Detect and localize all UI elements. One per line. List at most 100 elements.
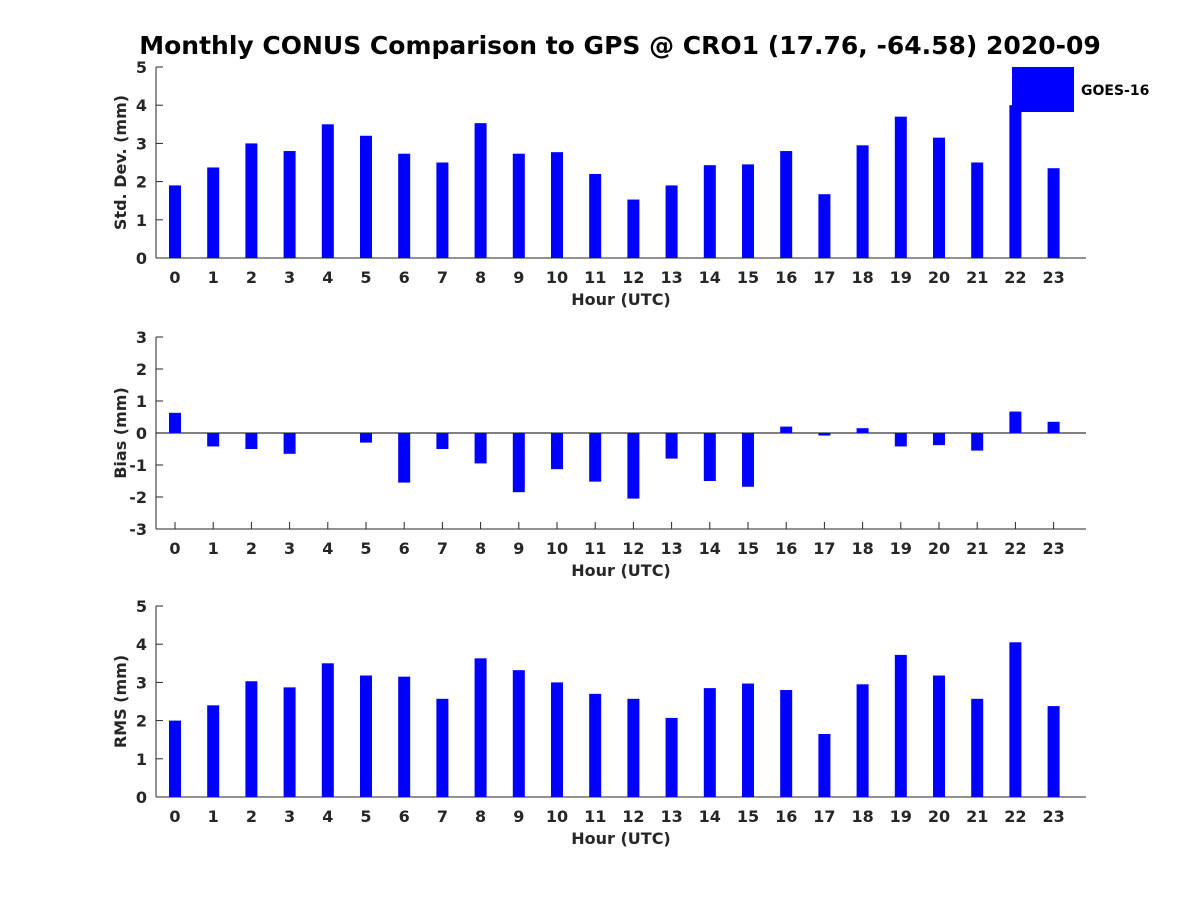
x-tick-label: 16	[775, 539, 797, 558]
y-tick-label: -2	[129, 488, 147, 507]
x-tick-label: 19	[890, 539, 912, 558]
x-tick-label: 6	[399, 539, 410, 558]
bar	[512, 670, 525, 797]
x-tick-label: 1	[208, 807, 219, 826]
bar	[894, 116, 907, 258]
y-axis-label: RMS (mm)	[111, 655, 130, 748]
x-tick-label: 0	[169, 539, 180, 558]
bar	[512, 153, 525, 258]
legend-swatch	[1012, 67, 1074, 112]
x-tick-label: 10	[546, 268, 568, 287]
bar	[169, 185, 181, 258]
x-tick-label: 23	[1042, 268, 1064, 287]
x-tick-label: 10	[546, 807, 568, 826]
x-tick-label: 22	[1004, 268, 1026, 287]
y-tick-label: 5	[136, 58, 147, 77]
y-axis-label: Std. Dev. (mm)	[111, 95, 130, 230]
x-tick-label: 5	[360, 807, 371, 826]
x-tick-label: 18	[851, 268, 873, 287]
bar	[665, 185, 678, 258]
x-tick-label: 3	[284, 807, 295, 826]
bar	[742, 164, 754, 258]
bar	[780, 426, 793, 433]
x-tick-label: 1	[208, 268, 219, 287]
bar	[245, 433, 258, 449]
y-tick-label: 3	[136, 134, 147, 153]
x-tick-label: 14	[699, 268, 721, 287]
bar	[665, 717, 678, 797]
bar	[971, 433, 984, 451]
x-tick-label: 11	[584, 807, 606, 826]
x-tick-label: 13	[660, 807, 682, 826]
bar	[971, 162, 984, 258]
y-tick-label: 4	[136, 635, 147, 654]
bar	[245, 681, 258, 797]
x-tick-label: 13	[660, 539, 682, 558]
bar	[398, 676, 411, 797]
x-tick-label: 21	[966, 807, 988, 826]
y-tick-label: -3	[129, 520, 147, 539]
x-tick-label: 12	[622, 807, 644, 826]
y-tick-label: 3	[136, 673, 147, 692]
x-tick-label: 3	[284, 268, 295, 287]
bar	[360, 433, 372, 443]
x-tick-label: 4	[322, 807, 333, 826]
bar	[207, 167, 220, 258]
bar	[856, 428, 869, 433]
bar	[933, 675, 945, 797]
x-tick-label: 3	[284, 539, 295, 558]
legend-label: GOES-16	[1081, 83, 1149, 99]
bar	[589, 433, 602, 482]
x-tick-label: 12	[622, 539, 644, 558]
bar	[1047, 421, 1060, 433]
bar	[436, 162, 449, 258]
y-tick-label: 5	[136, 597, 147, 616]
bar	[627, 433, 640, 499]
bar	[818, 194, 831, 258]
x-tick-label: 20	[928, 268, 950, 287]
bar	[321, 124, 334, 258]
x-tick-label: 21	[966, 539, 988, 558]
bar	[1009, 411, 1022, 433]
x-tick-label: 12	[622, 268, 644, 287]
x-tick-label: 5	[360, 268, 371, 287]
x-tick-label: 18	[851, 539, 873, 558]
bar	[627, 698, 640, 797]
y-tick-label: -1	[129, 456, 147, 475]
legend: GOES-16	[1012, 67, 1149, 112]
bar	[245, 143, 258, 258]
x-tick-label: 4	[322, 268, 333, 287]
bar	[207, 705, 220, 797]
bar	[551, 152, 563, 258]
bar	[933, 137, 945, 258]
y-tick-label: 0	[136, 249, 147, 268]
x-tick-label: 20	[928, 539, 950, 558]
bar	[360, 675, 372, 797]
bar	[818, 733, 831, 797]
x-tick-label: 7	[437, 807, 448, 826]
x-tick-label: 0	[169, 268, 180, 287]
bar	[933, 433, 945, 446]
x-tick-label: 21	[966, 268, 988, 287]
y-tick-label: 3	[136, 328, 147, 347]
bar	[627, 199, 640, 258]
bar	[207, 433, 220, 447]
x-tick-label: 5	[360, 539, 371, 558]
bar	[398, 433, 411, 483]
x-tick-label: 15	[737, 807, 759, 826]
x-tick-label: 2	[246, 539, 257, 558]
x-tick-label: 1	[208, 539, 219, 558]
bar	[283, 151, 296, 258]
bar	[169, 412, 181, 433]
x-axis-label: Hour (UTC)	[571, 290, 671, 309]
bar	[436, 433, 449, 449]
x-tick-label: 23	[1042, 539, 1064, 558]
bar	[474, 658, 487, 797]
x-tick-label: 2	[246, 268, 257, 287]
bar	[856, 684, 869, 797]
x-tick-label: 19	[890, 807, 912, 826]
x-tick-label: 16	[775, 807, 797, 826]
bar	[1009, 642, 1022, 797]
